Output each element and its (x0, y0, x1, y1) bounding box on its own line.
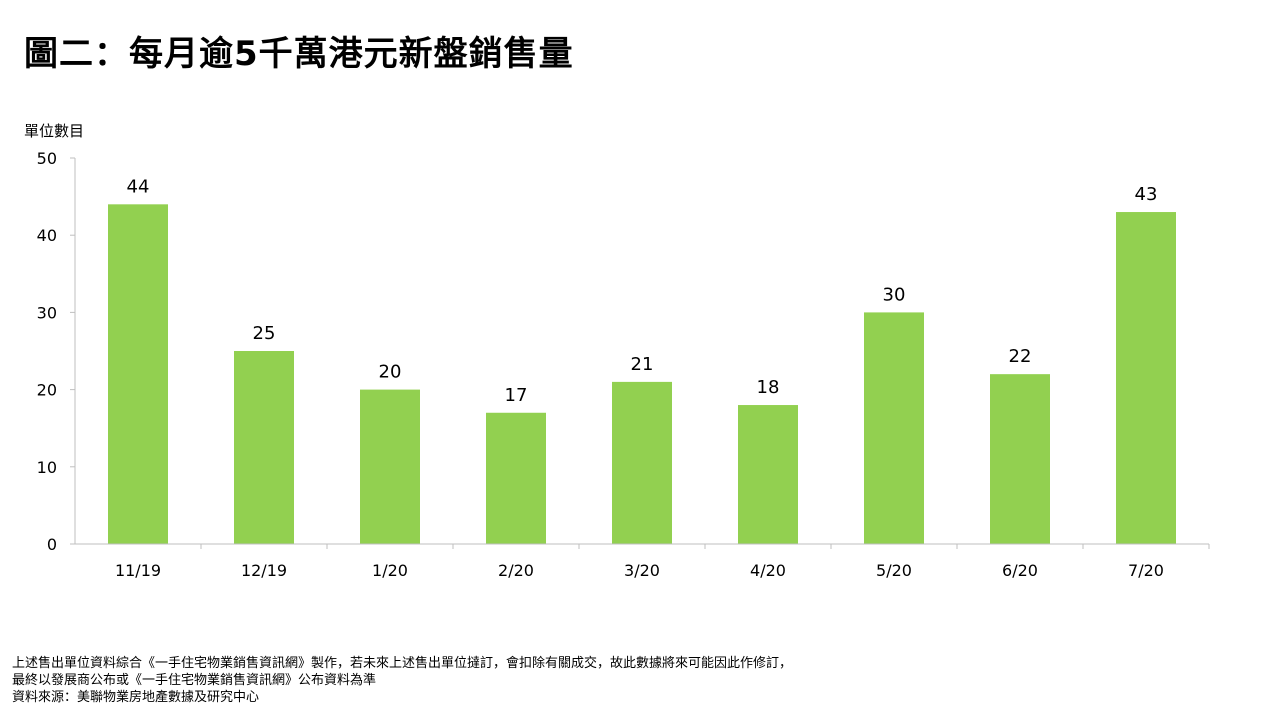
bar-12-19 (234, 351, 294, 544)
y-tick-label: 0 (47, 535, 57, 554)
bar-4-20 (738, 405, 798, 544)
data-label: 21 (631, 354, 654, 375)
y-tick-label: 40 (37, 226, 57, 245)
x-tick-label: 6/20 (1002, 561, 1038, 580)
data-label: 25 (253, 323, 276, 344)
x-tick-label: 12/19 (241, 561, 287, 580)
y-tick-label: 10 (37, 458, 57, 477)
y-tick-label: 50 (37, 149, 57, 168)
bar-2-20 (486, 412, 546, 544)
x-tick-label: 7/20 (1128, 561, 1164, 580)
footnote-line-1: 上述售出單位資料綜合《一手住宅物業銷售資訊網》製作，若未來上述售出單位撻訂，會扣… (12, 656, 793, 671)
bar-3-20 (612, 381, 672, 544)
chart-title: 圖二：每月逾5千萬港元新盤銷售量 (24, 34, 574, 74)
bar-11-19 (108, 204, 168, 544)
bar-chart: 0 10 20 30 40 50 44 11/19 25 12/19 20 1/20 17 2/20 21 3… (37, 149, 1210, 580)
y-axis-label: 單位數目 (24, 122, 85, 140)
x-tick-label: 1/20 (372, 561, 408, 580)
data-label: 18 (757, 377, 780, 398)
data-label: 22 (1009, 346, 1032, 367)
footnote-line-2: 最終以發展商公布或《一手住宅物業銷售資訊網》公布資料為準 (12, 673, 377, 688)
x-tick-label: 2/20 (498, 561, 534, 580)
y-tick-label: 30 (37, 303, 57, 322)
bar-5-20 (864, 312, 924, 544)
x-tick-label: 5/20 (876, 561, 912, 580)
y-tick-label: 20 (37, 381, 57, 400)
data-label: 30 (883, 284, 906, 305)
source-note: 資料來源：美聯物業房地產數據及研究中心 (12, 690, 260, 705)
x-tick-label: 11/19 (115, 561, 161, 580)
data-label: 43 (1135, 184, 1158, 205)
bar-6-20 (990, 374, 1050, 544)
data-label: 17 (505, 385, 528, 406)
bar-1-20 (360, 389, 420, 544)
x-tick-label: 3/20 (624, 561, 660, 580)
data-label: 20 (379, 362, 402, 383)
x-tick-label: 4/20 (750, 561, 786, 580)
data-label: 44 (127, 176, 150, 197)
bar-7-20 (1116, 212, 1176, 545)
